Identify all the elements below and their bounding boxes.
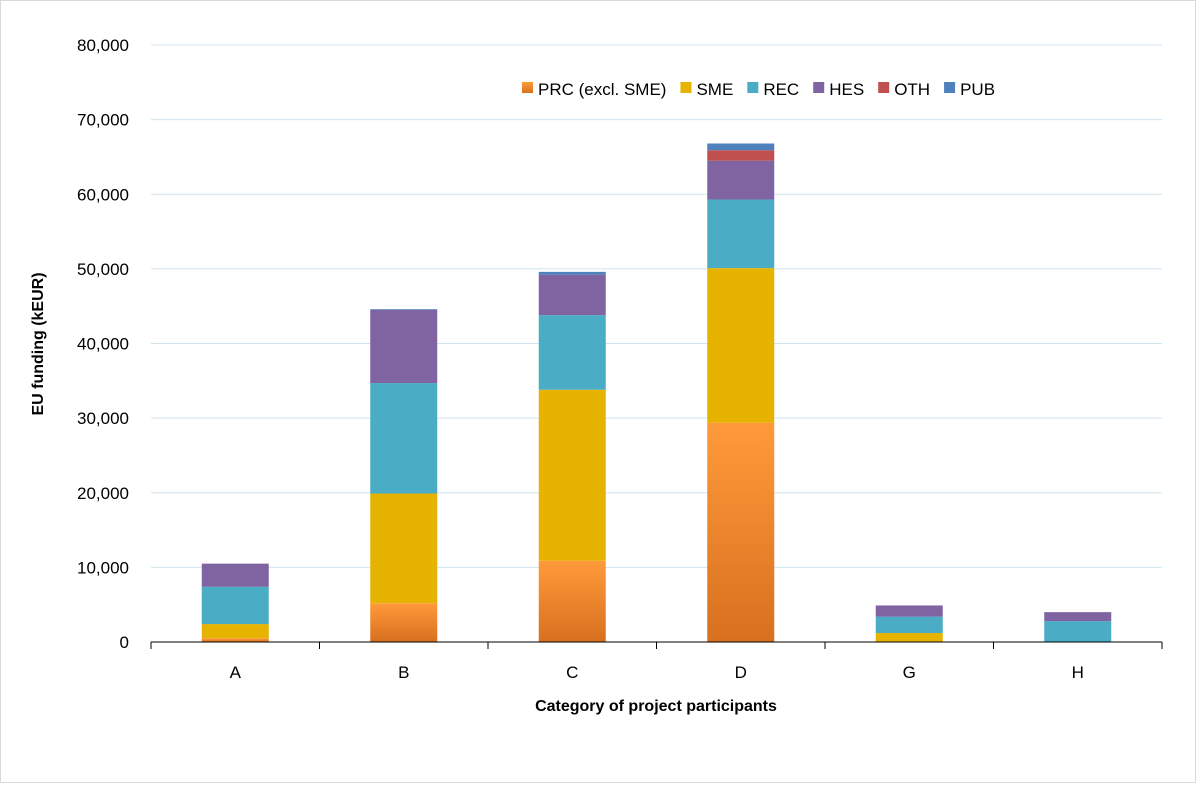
x-tick-label: D [735,663,747,682]
bar-segment-D-pub [707,143,775,151]
x-tick-label: G [903,663,916,682]
legend-swatch [878,82,890,93]
bar-segment-B-hes [370,309,438,384]
bar-segment-D-prc [707,422,775,642]
bars [201,143,1112,642]
bar-segment-D-rec [707,199,775,269]
legend: PRC (excl. SME) SME REC HES OTH PUB [522,80,995,99]
bar-segment-G-hes [875,605,943,617]
legend-swatch [680,82,692,93]
bar-segment-C-rec [538,315,606,390]
y-tick-label: 30,000 [77,409,129,428]
bar-segment-D-sme [707,268,775,423]
x-tick-label: C [566,663,578,682]
bar-segment-H-rec [1044,621,1112,642]
y-tick-label: 20,000 [77,484,129,503]
y-tick-label: 70,000 [77,111,129,130]
legend-label: SME [696,80,733,99]
bar-segment-A-prc [201,638,269,642]
x-tick-label: B [398,663,409,682]
x-tick-label: H [1072,663,1084,682]
legend-swatch [813,82,825,93]
axes: 0 10,000 20,000 30,000 40,000 50,000 60,000 70,… [77,36,1163,682]
bar-segment-A-rec [201,586,269,625]
gridlines [151,44,1162,568]
bar-segment-D-hes [707,160,775,200]
bar-segment-C-pub [538,271,606,275]
bar-segment-G-sme [875,633,943,642]
legend-label: PRC (excl. SME) [538,80,666,99]
legend-swatch [522,82,533,93]
y-tick-label: 80,000 [77,36,129,55]
legend-label: HES [829,80,864,99]
y-tick-label: 50,000 [77,260,129,279]
x-tick-label: A [230,663,242,682]
bar-segment-C-hes [538,274,606,316]
bar-segment-D-oth [707,150,775,161]
bar-segment-A-hes [201,563,269,587]
bar-segment-G-rec [875,616,943,634]
bar-segment-B-sme [370,493,438,604]
legend-label: OTH [894,80,930,99]
x-axis-title: Category of project participants [535,698,777,715]
bar-segment-C-prc [538,560,606,642]
bar-segment-A-sme [201,624,269,639]
bar-segment-H-hes [1044,612,1112,622]
legend-swatch [747,82,759,93]
bar-segment-B-pub [370,309,438,310]
y-tick-label: 40,000 [77,335,129,354]
y-axis-title: EU funding (kEUR) [30,272,47,415]
legend-label: PUB [960,80,995,99]
legend-label: REC [763,80,799,99]
bar-segment-B-prc [370,603,438,642]
y-tick-label: 10,000 [77,558,129,577]
bar-segment-C-sme [538,389,606,561]
bar-segment-B-rec [370,383,438,494]
legend-swatch [944,82,956,93]
y-tick-label: 0 [120,633,129,652]
y-tick-label: 60,000 [77,185,129,204]
